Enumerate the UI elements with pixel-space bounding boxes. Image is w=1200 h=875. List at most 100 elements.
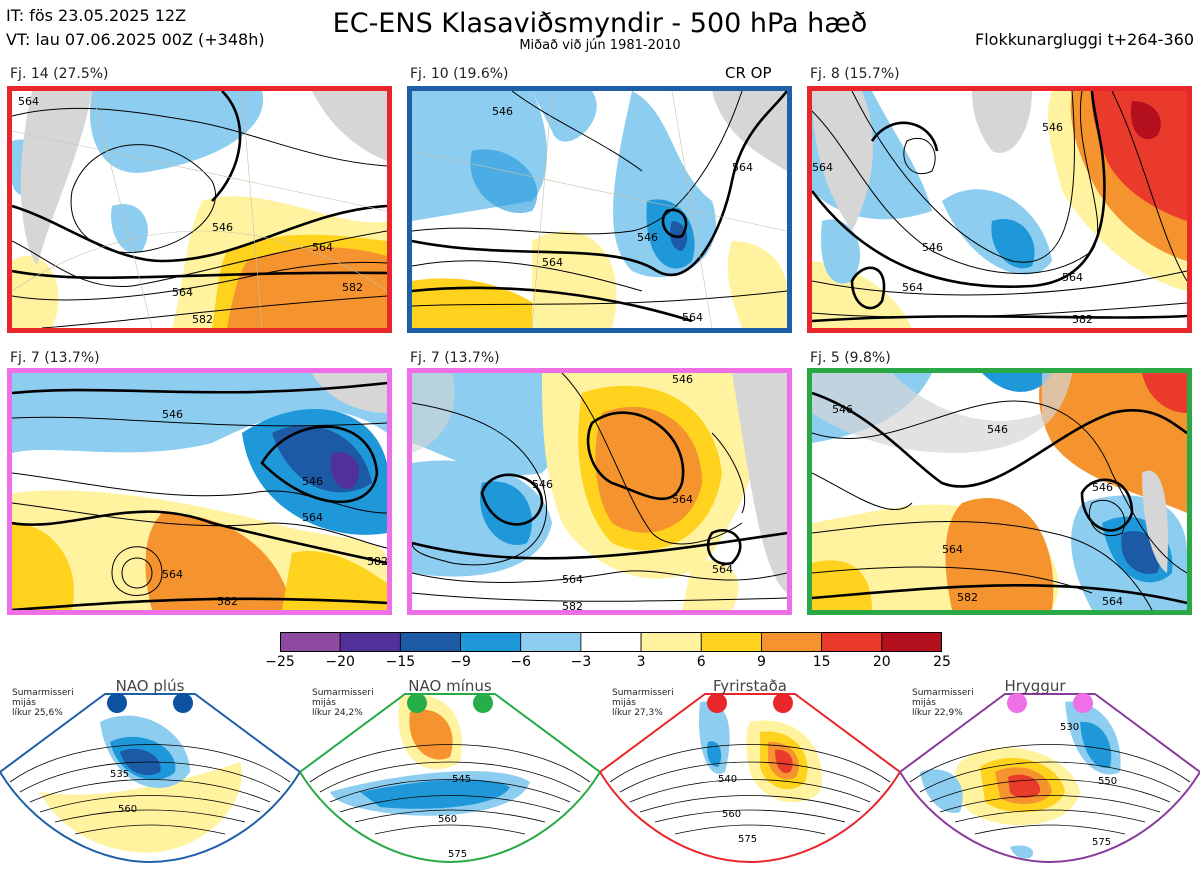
regime-contour-label: 575: [738, 834, 757, 845]
colorbar-cell: [399, 632, 461, 652]
cluster-map-6: 546 546 546 564 582 564: [807, 368, 1192, 615]
regime-type: mijás: [612, 698, 636, 708]
colorbar-tick-label: −3: [570, 654, 592, 670]
contour-label: 582: [367, 555, 387, 568]
contour-label: 564: [732, 161, 753, 174]
contour-label: 546: [1042, 121, 1063, 134]
contour-label: 582: [217, 595, 238, 608]
valid-time: VT: lau 07.06.2025 00Z (+348h): [6, 30, 265, 49]
contour-label: 564: [812, 161, 833, 174]
regime-contour-label: 575: [1092, 837, 1111, 848]
regime-name: NAO mínus: [408, 677, 492, 695]
cluster-map-4: 546 546 564 582 564 582: [7, 368, 392, 615]
regime-dot-icon: [107, 693, 127, 713]
cluster-map-5: 546 546 564 564 564 582: [407, 368, 792, 615]
contour-label: 546: [532, 478, 553, 491]
contour-label: 546: [922, 241, 943, 254]
colorbar-cell: [761, 632, 823, 652]
contour-label: 546: [832, 403, 853, 416]
contour-label: 564: [312, 241, 333, 254]
panel-label-6: Fj. 5 (9.8%): [810, 350, 891, 366]
regime-note: Sumarmisseri mijás líkur 24,2%: [312, 688, 374, 718]
map-2: 546 564 546 564 564: [412, 91, 787, 328]
regime-dot-icon: [1073, 693, 1093, 713]
regime-type: mijás: [912, 698, 936, 708]
contour-label: 546: [492, 105, 513, 118]
regime-probability: líkur 27,3%: [612, 708, 663, 718]
regime-map-nao-plus: 535 560: [0, 693, 302, 864]
colorbar-tick-label: −15: [385, 654, 416, 670]
colorbar-tick-label: −6: [510, 654, 532, 670]
contour-label: 546: [212, 221, 233, 234]
colorbar-cell: [280, 632, 341, 652]
regime-contour-label: 535: [110, 769, 129, 780]
regime-contour-label: 560: [438, 814, 457, 825]
panel-label-1: Fj. 14 (27.5%): [10, 66, 109, 82]
contour-label: 564: [18, 95, 39, 108]
contour-label: 564: [1102, 595, 1123, 608]
contour-label: 546: [637, 231, 658, 244]
colorbar-tick-label: −25: [265, 654, 295, 670]
regime-contour-label: 560: [722, 809, 741, 820]
contour-label: 564: [902, 281, 923, 294]
contour-label: 546: [1092, 481, 1113, 494]
regime-contour-label: 550: [1098, 776, 1117, 787]
contour-label: 564: [1062, 271, 1083, 284]
map-3: 546 564 546 564 564 582: [812, 91, 1187, 328]
contour-label: 564: [302, 511, 323, 524]
regime-type: mijás: [12, 698, 36, 708]
panel-label-5: Fj. 7 (13.7%): [410, 350, 500, 366]
colorbar-cell: [580, 632, 642, 652]
regime-contour-label: 530: [1060, 722, 1079, 733]
contour-label: 546: [162, 408, 183, 421]
regime-ridge: 530 550 575 Sumarmisseri mijás líkur 22,…: [898, 672, 1200, 871]
regime-probability: líkur 22,9%: [912, 708, 963, 718]
regime-type: mijás: [312, 698, 336, 708]
regime-dot-icon: [707, 693, 727, 713]
regime-contour-label: 560: [118, 804, 137, 815]
contour-label: 564: [712, 563, 733, 576]
cluster-map-1: 546 564 564 582 582 564: [7, 86, 392, 333]
contour-label: 564: [162, 568, 183, 581]
colorbar-cell: [821, 632, 883, 652]
contour-label: 564: [672, 493, 693, 506]
colorbar-tick-label: 6: [696, 654, 706, 670]
contour-label: 564: [942, 543, 963, 556]
colorbar-tick-label: 15: [812, 654, 831, 670]
cluster-map-3: 546 564 546 564 564 582: [807, 86, 1192, 333]
clustering-window: Flokkunargluggi t+264-360: [975, 30, 1194, 49]
contour-label: 546: [987, 423, 1008, 436]
colorbar-cell: [700, 632, 762, 652]
regime-dot-icon: [1007, 693, 1027, 713]
panel-label-2: Fj. 10 (19.6%): [410, 66, 509, 82]
regime-note: Sumarmisseri mijás líkur 22,9%: [912, 688, 974, 718]
issue-time: IT: fös 23.05.2025 12Z: [6, 6, 187, 25]
regime-dot-icon: [173, 693, 193, 713]
colorbar-tick-label: 20: [872, 654, 891, 670]
map-6: 546 546 546 564 582 564: [812, 373, 1187, 610]
map-1: 546 564 564 582 582 564: [12, 91, 387, 328]
contour-label: 546: [302, 475, 323, 488]
regime-contour-label: 540: [718, 774, 737, 785]
regime-dot-icon: [773, 693, 793, 713]
colorbar-cell: [339, 632, 401, 652]
regime-note: Sumarmisseri mijás líkur 25,6%: [12, 688, 74, 718]
contour-label: 582: [192, 313, 213, 326]
control-run-badge: CR OP: [725, 64, 772, 82]
colorbar-tick-label: −20: [325, 654, 355, 670]
regime-contour-label: 545: [452, 774, 471, 785]
contour-label: 564: [682, 311, 703, 324]
contour-label: 546: [672, 373, 693, 386]
contour-label: 564: [562, 573, 583, 586]
colorbar-tick-label: 9: [756, 654, 766, 670]
contour-label: 582: [1072, 313, 1093, 326]
page-subtitle: Miðað við jún 1981-2010: [519, 38, 681, 53]
colorbar-cell: [460, 632, 522, 652]
regime-note: Sumarmisseri mijás líkur 27,3%: [612, 688, 674, 718]
regime-dot-icon: [407, 693, 427, 713]
regime-blocking: 540 560 575 Sumarmisseri mijás líkur 27,…: [598, 672, 902, 871]
colorbar-cell: [520, 632, 582, 652]
cluster-map-2: 546 564 546 564 564: [407, 86, 792, 333]
regime-probability: líkur 25,6%: [12, 708, 63, 718]
colorbar-cell: [640, 632, 702, 652]
